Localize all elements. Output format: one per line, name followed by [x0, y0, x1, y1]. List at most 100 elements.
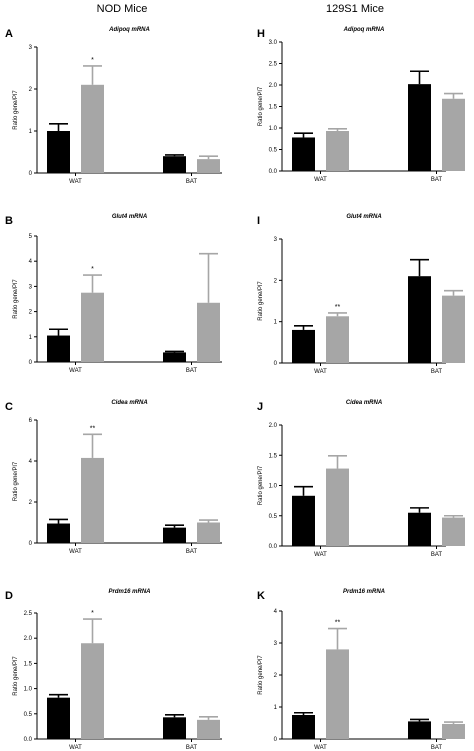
bar-bat-1 — [408, 512, 431, 546]
panel-label: C — [5, 401, 13, 413]
panel-title: Prdm16 mRNA — [343, 589, 385, 595]
bar-bat-2 — [442, 517, 465, 546]
y-tick-label: 2.0 — [269, 83, 278, 89]
y-tick-label: 1.5 — [269, 105, 278, 111]
panel-label: K — [257, 590, 265, 602]
panel-k: K Prdm16 mRNA 0 1 2 3 4 Ratio gene/Pl7 ** WAT BAT — [257, 589, 465, 751]
panel-title: Adipoq mRNA — [108, 27, 150, 33]
y-tick-label: 5 — [29, 234, 33, 240]
y-tick-label: 4 — [29, 259, 33, 265]
y-tick-label: 0 — [29, 171, 33, 177]
y-tick-label: 1.5 — [269, 453, 278, 459]
x-tick-label: BAT — [186, 745, 198, 751]
panel-j: J Cidea mRNA 0.0 0.5 1.0 1.5 2.0 Ratio gene/Pl7… — [257, 400, 465, 558]
bar-bat-2 — [442, 295, 465, 363]
bar-wat-2 — [326, 131, 349, 171]
panel-d: D Prdm16 mRNA 0.0 0.5 1.0 1.5 2.0 2.5 Ratio gene… — [5, 589, 222, 751]
y-tick-label: 1 — [29, 129, 33, 135]
panel-b: B Glut4 mRNA 0 1 2 3 4 5 Ratio gene/Pl7 * WAT BAT — [5, 214, 222, 374]
y-tick-label: 1.5 — [24, 661, 33, 667]
y-tick-label: 3 — [274, 237, 278, 243]
x-tick-label: WAT — [314, 177, 327, 183]
y-tick-label: 2.0 — [24, 636, 33, 642]
bar-wat-2 — [326, 316, 349, 363]
panel-h: H Adipoq mRNA 0.0 0.5 1.0 1.5 2.0 2.5 3.0 Ratio g… — [257, 27, 465, 183]
x-tick-label: BAT — [431, 177, 443, 183]
y-tick-label: 6 — [29, 418, 33, 424]
significance-marker: * — [91, 57, 94, 64]
x-tick-label: WAT — [314, 369, 327, 375]
y-tick-label: 0 — [29, 541, 33, 547]
y-tick-label: 2 — [29, 310, 33, 316]
panel-title: Glut4 mRNA — [112, 214, 147, 220]
y-tick-label: 4 — [274, 609, 278, 615]
y-tick-label: 3.0 — [269, 40, 278, 46]
bar-wat-1 — [292, 715, 315, 739]
x-tick-label: WAT — [314, 552, 327, 558]
bar-bat-1 — [163, 527, 186, 543]
y-tick-label: 0.5 — [269, 148, 278, 154]
y-axis-label: Ratio gene/Pl7 — [258, 86, 264, 126]
y-tick-label: 2.5 — [24, 611, 33, 617]
y-tick-label: 2 — [29, 87, 33, 93]
significance-marker: * — [91, 266, 94, 273]
y-tick-label: 1 — [274, 320, 278, 326]
x-tick-label: BAT — [186, 179, 198, 185]
bar-wat-1 — [292, 329, 315, 363]
y-axis-label: Ratio gene/Pl7 — [13, 461, 19, 501]
bar-bat-2 — [197, 719, 220, 739]
column-header-nod: NOD Mice — [97, 3, 148, 15]
y-tick-label: 3 — [274, 641, 278, 647]
panel-title: Cidea mRNA — [111, 400, 147, 406]
y-axis-label: Ratio gene/Pl7 — [13, 656, 19, 696]
panel-label: B — [5, 215, 13, 227]
bar-bat-1 — [163, 717, 186, 739]
bar-wat-1 — [47, 131, 70, 173]
panel-label: A — [5, 28, 13, 40]
panel-title: Glut4 mRNA — [346, 214, 381, 220]
y-tick-label: 0.0 — [269, 544, 278, 550]
panel-title: Cidea mRNA — [346, 400, 382, 406]
x-tick-label: BAT — [431, 552, 443, 558]
bar-bat-2 — [442, 723, 465, 739]
significance-marker: ** — [335, 620, 341, 627]
significance-marker: ** — [335, 304, 341, 311]
y-axis-label: Ratio gene/Pl7 — [258, 465, 264, 505]
significance-marker: * — [91, 610, 94, 617]
panel-i: I Glut4 mRNA 0 1 2 3 Ratio gene/Pl7 ** WAT BAT — [257, 214, 465, 375]
x-tick-label: BAT — [431, 745, 443, 751]
panel-label: H — [257, 28, 265, 40]
bar-wat-2 — [81, 84, 104, 173]
bar-wat-1 — [47, 523, 70, 543]
y-axis-label: Ratio gene/Pl7 — [258, 655, 264, 695]
y-tick-label: 2.0 — [269, 423, 278, 429]
y-axis-label: Ratio gene/Pl7 — [13, 279, 19, 319]
y-tick-label: 0 — [274, 737, 278, 743]
y-tick-label: 0.5 — [269, 514, 278, 520]
bar-bat-1 — [408, 84, 431, 171]
bar-bat-2 — [197, 302, 220, 362]
y-tick-label: 0.0 — [269, 169, 278, 175]
y-tick-label: 1.0 — [269, 484, 278, 490]
y-tick-label: 1.0 — [24, 687, 33, 693]
x-tick-label: BAT — [431, 369, 443, 375]
panel-label: J — [257, 401, 263, 413]
y-tick-label: 0.5 — [24, 712, 33, 718]
bar-wat-2 — [326, 468, 349, 546]
y-tick-label: 2.5 — [269, 62, 278, 68]
bar-wat-1 — [292, 137, 315, 171]
bar-wat-1 — [292, 495, 315, 546]
y-axis-label: Ratio gene/Pl7 — [13, 90, 19, 130]
chart-panels: A Adipoq mRNA 0 1 2 3 Ratio gene/Pl7 * WAT BAT B Gl… — [5, 27, 465, 751]
bar-bat-1 — [408, 276, 431, 363]
bar-bat-1 — [163, 156, 186, 173]
y-tick-label: 1.0 — [269, 126, 278, 132]
panel-c: C Cidea mRNA 0 2 4 6 Ratio gene/Pl7 ** WAT BAT — [5, 400, 222, 555]
panel-title: Prdm16 mRNA — [108, 589, 150, 595]
bar-bat-1 — [408, 721, 431, 739]
bar-wat-2 — [326, 649, 349, 739]
bar-wat-2 — [81, 457, 104, 543]
panel-label: I — [257, 215, 260, 227]
y-tick-label: 2 — [274, 278, 278, 284]
